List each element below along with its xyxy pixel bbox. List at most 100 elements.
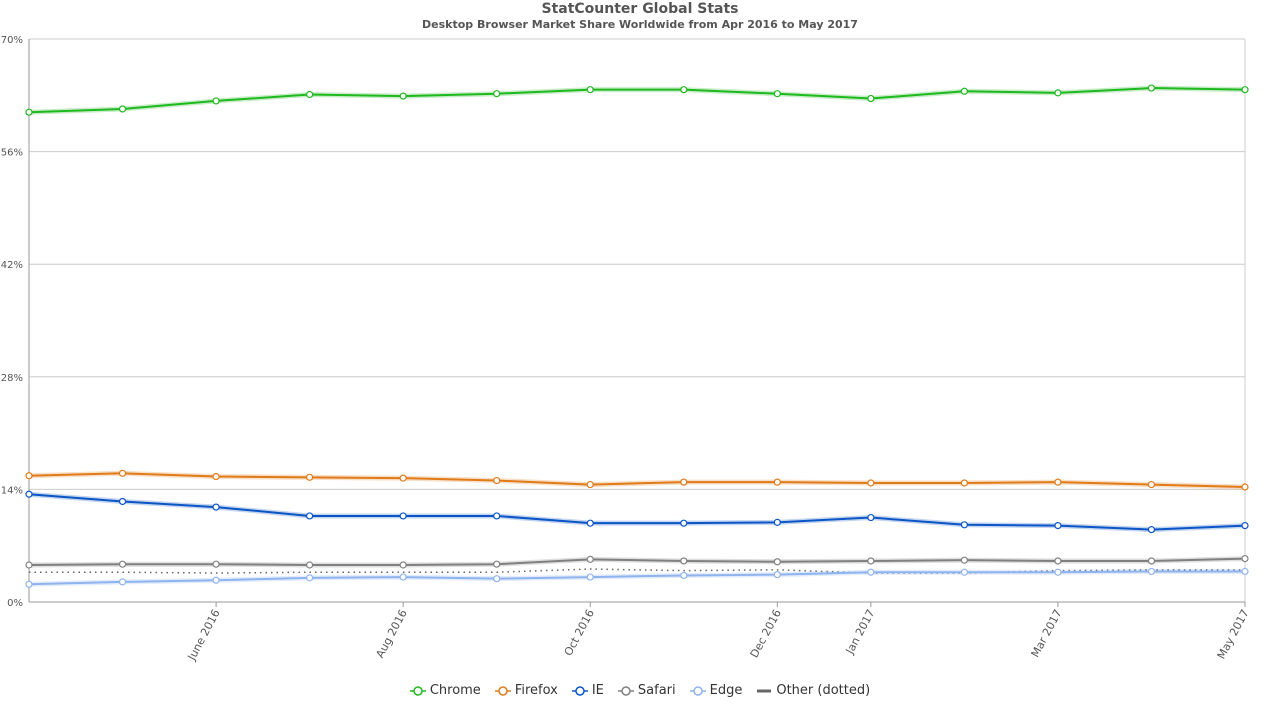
data-point[interactable] bbox=[399, 512, 407, 520]
data-point[interactable] bbox=[25, 561, 33, 569]
data-point[interactable] bbox=[1241, 567, 1249, 576]
y-axis-ticks: 0% 14% 28% 42% 56% 70% bbox=[1, 35, 23, 609]
data-point[interactable] bbox=[493, 512, 501, 520]
legend-item-safari[interactable]: Safari bbox=[617, 683, 676, 698]
x-tick-label: Aug 2016 bbox=[373, 607, 409, 660]
data-point[interactable] bbox=[1054, 478, 1062, 486]
legend-item-firefox[interactable]: Firefox bbox=[494, 683, 558, 698]
data-point[interactable] bbox=[118, 560, 127, 568]
data-point[interactable] bbox=[960, 556, 968, 564]
data-point[interactable] bbox=[680, 86, 688, 94]
series-chrome bbox=[25, 84, 1249, 116]
data-point[interactable] bbox=[118, 578, 127, 586]
series-line bbox=[28, 87, 1246, 114]
data-point[interactable] bbox=[960, 479, 968, 487]
data-point[interactable] bbox=[1054, 89, 1062, 97]
data-point[interactable] bbox=[399, 474, 407, 482]
data-point[interactable] bbox=[773, 558, 781, 566]
data-point[interactable] bbox=[493, 560, 501, 568]
data-point[interactable] bbox=[212, 472, 220, 481]
series-line bbox=[28, 493, 1246, 531]
legend-item-ie[interactable]: IE bbox=[571, 683, 604, 698]
data-point[interactable] bbox=[1147, 567, 1156, 576]
data-point[interactable] bbox=[399, 573, 407, 581]
series-ie bbox=[25, 490, 1249, 534]
data-point[interactable] bbox=[1054, 557, 1062, 565]
data-point[interactable] bbox=[306, 90, 314, 99]
data-point[interactable] bbox=[1147, 84, 1156, 92]
data-point[interactable] bbox=[306, 473, 314, 481]
data-point[interactable] bbox=[212, 503, 220, 511]
chart-legend: Chrome Firefox IE Safari Edge Other (dotted) bbox=[0, 683, 1280, 698]
data-point[interactable] bbox=[493, 575, 501, 583]
data-point[interactable] bbox=[212, 576, 220, 584]
data-point[interactable] bbox=[493, 90, 501, 98]
data-point[interactable] bbox=[25, 580, 33, 588]
axes bbox=[28, 39, 1246, 603]
line-marker-icon bbox=[757, 689, 772, 692]
data-point[interactable] bbox=[680, 478, 688, 486]
series-edge bbox=[25, 567, 1249, 588]
data-point[interactable] bbox=[1147, 557, 1156, 565]
data-point[interactable] bbox=[118, 105, 127, 113]
series-line-halo bbox=[28, 491, 1246, 533]
x-axis-ticks: June 2016 Aug 2016 Oct 2016 Dec 2016 Jan 201… bbox=[185, 602, 1252, 663]
x-tick-label: Jan 2017 bbox=[843, 607, 878, 657]
data-point[interactable] bbox=[493, 476, 501, 485]
chart-title: StatCounter Global Stats bbox=[541, 1, 739, 17]
data-point[interactable] bbox=[680, 571, 688, 580]
data-point[interactable] bbox=[867, 568, 875, 576]
data-point[interactable] bbox=[1241, 86, 1249, 94]
data-point[interactable] bbox=[306, 561, 314, 569]
data-point[interactable] bbox=[1147, 480, 1156, 489]
series-firefox bbox=[25, 469, 1249, 491]
x-tick-label: Oct 2016 bbox=[562, 607, 597, 658]
data-point[interactable] bbox=[960, 87, 968, 95]
data-point[interactable] bbox=[25, 108, 33, 116]
data-point[interactable] bbox=[306, 512, 314, 520]
data-point[interactable] bbox=[25, 490, 33, 498]
legend-label: Firefox bbox=[514, 683, 558, 698]
data-point[interactable] bbox=[586, 480, 594, 489]
legend-item-edge[interactable]: Edge bbox=[689, 683, 742, 698]
data-point[interactable] bbox=[212, 560, 220, 568]
data-point[interactable] bbox=[1054, 521, 1062, 530]
data-point[interactable] bbox=[1054, 568, 1062, 576]
data-point[interactable] bbox=[867, 94, 875, 103]
data-point[interactable] bbox=[1241, 521, 1249, 530]
data-point[interactable] bbox=[867, 557, 875, 565]
data-point[interactable] bbox=[586, 519, 594, 527]
data-point[interactable] bbox=[586, 573, 594, 581]
data-point[interactable] bbox=[212, 97, 220, 105]
data-point[interactable] bbox=[773, 90, 781, 98]
data-point[interactable] bbox=[1147, 526, 1156, 534]
data-point[interactable] bbox=[118, 497, 127, 506]
line-chart: 0% 14% 28% 42% 56% 70% June 2016 Aug 2016 Oct 2… bbox=[1, 35, 1252, 663]
data-point[interactable] bbox=[1241, 483, 1249, 491]
legend-item-other[interactable]: Other (dotted) bbox=[756, 683, 870, 698]
grid-lines bbox=[29, 38, 1245, 603]
data-point[interactable] bbox=[680, 557, 688, 565]
circle-marker-icon bbox=[617, 685, 634, 696]
y-tick-label: 0% bbox=[7, 598, 23, 609]
data-point[interactable] bbox=[399, 92, 407, 100]
data-point[interactable] bbox=[867, 513, 875, 522]
data-point[interactable] bbox=[399, 561, 407, 569]
y-tick-label: 56% bbox=[1, 148, 23, 159]
data-point[interactable] bbox=[118, 469, 127, 477]
data-point[interactable] bbox=[1241, 554, 1249, 563]
legend-item-chrome[interactable]: Chrome bbox=[409, 683, 481, 698]
data-point[interactable] bbox=[25, 472, 33, 480]
data-point[interactable] bbox=[586, 86, 594, 94]
data-point[interactable] bbox=[773, 478, 781, 486]
data-point[interactable] bbox=[960, 521, 968, 529]
data-point[interactable] bbox=[773, 571, 781, 579]
data-point[interactable] bbox=[306, 574, 314, 582]
data-point[interactable] bbox=[867, 479, 875, 487]
data-point[interactable] bbox=[586, 555, 594, 563]
circle-marker-icon bbox=[494, 685, 511, 696]
data-point[interactable] bbox=[773, 518, 781, 526]
data-point[interactable] bbox=[680, 519, 688, 527]
data-point[interactable] bbox=[960, 568, 968, 576]
y-tick-label: 28% bbox=[1, 373, 23, 384]
